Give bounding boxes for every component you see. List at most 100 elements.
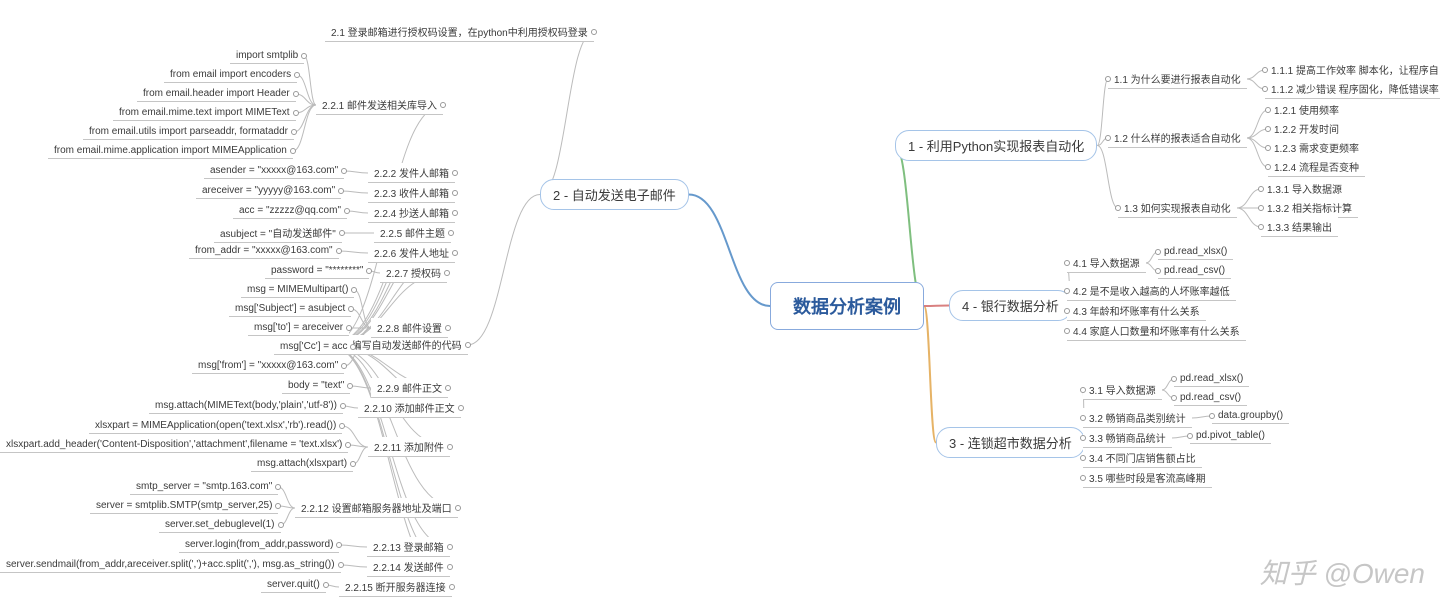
leaf-b2_2_11[interactable]: 2.2.11 添加附件 — [368, 437, 450, 457]
leaf-c_2_2_1_2[interactable]: from email import encoders — [164, 67, 297, 83]
leaf-b2_2_14[interactable]: 2.2.14 发送邮件 — [367, 557, 450, 577]
leaf-b2_2_15[interactable]: 2.2.15 断开服务器连接 — [339, 577, 452, 597]
connector-dot — [458, 405, 464, 411]
leaf-c_2_2_12_1[interactable]: smtp_server = "smtp.163.com" — [130, 479, 278, 495]
connector-dot — [1262, 67, 1268, 73]
leaf-b2_2_13[interactable]: 2.2.13 登录邮箱 — [367, 537, 450, 557]
connector-dot — [455, 505, 461, 511]
leaf-c_2_2_5[interactable]: asubject = "自动发送邮件" — [214, 223, 342, 243]
leaf-c_2_2_12_2[interactable]: server = smtplib.SMTP(smtp_server,25) — [90, 498, 278, 514]
leaf-b2_2_5[interactable]: 2.2.5 邮件主题 — [374, 223, 451, 243]
leaf-c_2_2_13[interactable]: server.login(from_addr,password) — [179, 537, 339, 553]
leaf-c_2_2_7[interactable]: password = "********" — [265, 263, 369, 279]
leaf-b1_1[interactable]: 1.1 为什么要进行报表自动化 — [1108, 69, 1247, 89]
leaf-c_2_2_1_5[interactable]: from email.utils import parseaddr, forma… — [83, 124, 294, 140]
leaf-c_2_2_9[interactable]: body = "text" — [282, 378, 350, 394]
leaf-c_2_2_8_4[interactable]: msg['Cc'] = acc — [274, 339, 353, 355]
leaf-b4_3[interactable]: 4.3 年龄和坏账率有什么关系 — [1067, 301, 1206, 321]
connector-dot — [448, 230, 454, 236]
leaf-b1_3_3[interactable]: 1.3.3 结果输出 — [1261, 217, 1338, 237]
branch-b2[interactable]: 2 - 自动发送电子邮件 — [540, 179, 689, 210]
leaf-c_2_2_8_3[interactable]: msg['to'] = areceiver — [248, 320, 349, 336]
leaf-b3_1_2[interactable]: pd.read_csv() — [1174, 390, 1247, 406]
connector-dot — [339, 423, 345, 429]
leaf-c_2_2_1_3[interactable]: from email.header import Header — [137, 86, 296, 102]
leaf-b4_1[interactable]: 4.1 导入数据源 — [1067, 253, 1146, 273]
leaf-c_3_3[interactable]: pd.pivot_table() — [1190, 428, 1271, 444]
connector-dot — [1209, 413, 1215, 419]
leaf-c_2_2_11_1[interactable]: xlsxpart = MIMEApplication(open('text.xl… — [89, 418, 342, 434]
leaf-c_2_2_11_2[interactable]: xlsxpart.add_header('Content-Disposition… — [0, 437, 348, 453]
leaf-c_2_2_10[interactable]: msg.attach(MIMEText(body,'plain','utf-8'… — [149, 398, 343, 414]
connector-dot — [1187, 433, 1193, 439]
leaf-b1_3[interactable]: 1.3 如何实现报表自动化 — [1118, 198, 1237, 218]
leaf-b4_1_2[interactable]: pd.read_csv() — [1158, 263, 1231, 279]
branch-b4[interactable]: 4 - 银行数据分析 — [949, 290, 1072, 321]
leaf-b2_2_1[interactable]: 2.2.1 邮件发送相关库导入 — [316, 95, 443, 115]
leaf-b3_1_1[interactable]: pd.read_xlsx() — [1174, 371, 1249, 387]
leaf-b4_4[interactable]: 4.4 家庭人口数量和坏账率有什么关系 — [1067, 321, 1246, 341]
leaf-c_2_2_3[interactable]: areceiver = "yyyyy@163.com" — [196, 183, 341, 199]
branch-b3[interactable]: 3 - 连锁超市数据分析 — [936, 427, 1085, 458]
connector-dot — [452, 250, 458, 256]
connector-dot — [345, 442, 351, 448]
leaf-c_2_2_2[interactable]: asender = "xxxxx@163.com" — [204, 163, 344, 179]
connector-dot — [275, 503, 281, 509]
leaf-b4_2[interactable]: 4.2 是不是收入越高的人坏账率越低 — [1067, 281, 1236, 301]
leaf-b1_3_1[interactable]: 1.3.1 导入数据源 — [1261, 179, 1348, 199]
branch-b1[interactable]: 1 - 利用Python实现报表自动化 — [895, 130, 1097, 161]
leaf-b2_2_10[interactable]: 2.2.10 添加邮件正文 — [358, 398, 461, 418]
leaf-b2_2_4[interactable]: 2.2.4 抄送人邮箱 — [368, 203, 455, 223]
leaf-b4_1_1[interactable]: pd.read_xlsx() — [1158, 244, 1233, 260]
connector-dot — [338, 188, 344, 194]
leaf-c_2_2_11_3[interactable]: msg.attach(xlsxpart) — [251, 456, 353, 472]
leaf-b2_2_6[interactable]: 2.2.6 发件人地址 — [368, 243, 455, 263]
leaf-b1_2[interactable]: 1.2 什么样的报表适合自动化 — [1108, 128, 1247, 148]
connector-dot — [344, 208, 350, 214]
leaf-b3_1[interactable]: 3.1 导入数据源 — [1083, 380, 1162, 400]
connector-dot — [1265, 126, 1271, 132]
leaf-b2_2_7[interactable]: 2.2.7 授权码 — [380, 263, 447, 283]
leaf-c_2_2_8_1[interactable]: msg = MIMEMultipart() — [241, 282, 354, 298]
connector-dot — [1105, 135, 1111, 141]
leaf-b3_2[interactable]: 3.2 畅销商品类别统计 — [1083, 408, 1192, 428]
connector-dot — [445, 385, 451, 391]
center-node[interactable]: 数据分析案例 — [770, 282, 924, 330]
leaf-b2_2_2[interactable]: 2.2.2 发件人邮箱 — [368, 163, 455, 183]
leaf-c_2_2_14[interactable]: server.sendmail(from_addr,areceiver.spli… — [0, 557, 341, 573]
leaf-b1_2_4[interactable]: 1.2.4 流程是否变种 — [1268, 157, 1365, 177]
connector-dot — [347, 383, 353, 389]
leaf-b1_1_2[interactable]: 1.1.2 减少错误 程序固化，降低错误率 — [1265, 79, 1440, 99]
leaf-c_2_2_1_1[interactable]: import smtplib — [230, 48, 304, 64]
connector-dot — [339, 230, 345, 236]
leaf-b2_2_9[interactable]: 2.2.9 邮件正文 — [371, 378, 448, 398]
leaf-b1_2_1[interactable]: 1.2.1 使用频率 — [1268, 100, 1345, 120]
leaf-c_2_2_4[interactable]: acc = "zzzzz@qq.com" — [233, 203, 347, 219]
leaf-b1_3_2[interactable]: 1.3.2 相关指标计算 — [1261, 198, 1358, 218]
connector-dot — [1258, 205, 1264, 211]
leaf-b3_5[interactable]: 3.5 哪些时段是客流高峰期 — [1083, 468, 1212, 488]
leaf-c_2_2_6[interactable]: from_addr = "xxxxx@163.com" — [189, 243, 339, 259]
leaf-b3_3[interactable]: 3.3 畅销商品统计 — [1083, 428, 1172, 448]
connector-dot — [1265, 145, 1271, 151]
leaf-c_2_2_8_5[interactable]: msg['from'] = "xxxxx@163.com" — [192, 358, 344, 374]
leaf-b2_2_3[interactable]: 2.2.3 收件人邮箱 — [368, 183, 455, 203]
watermark: 知乎 @Owen — [1260, 552, 1425, 592]
leaf-b3_4[interactable]: 3.4 不同门店销售额占比 — [1083, 448, 1202, 468]
leaf-c_2_2_8_2[interactable]: msg['Subject'] = asubject — [229, 301, 351, 317]
leaf-b1_2_2[interactable]: 1.2.2 开发时间 — [1268, 119, 1345, 139]
connector-dot — [449, 584, 455, 590]
connector-dot — [1265, 107, 1271, 113]
leaf-c_2_2_1_4[interactable]: from email.mime.text import MIMEText — [113, 105, 296, 121]
leaf-b1_1_1[interactable]: 1.1.1 提高工作效率 脚本化，让程序自己去做 — [1265, 60, 1440, 80]
leaf-c_2_2_12_3[interactable]: server.set_debuglevel(1) — [159, 517, 281, 533]
connector-dot — [1258, 186, 1264, 192]
leaf-c_3_2[interactable]: data.groupby() — [1212, 408, 1289, 424]
leaf-b1_2_3[interactable]: 1.2.3 需求变更频率 — [1268, 138, 1365, 158]
leaf-b2_1[interactable]: 2.1 登录邮箱进行授权码设置，在python中利用授权码登录 — [325, 22, 594, 42]
leaf-b2_2_8[interactable]: 2.2.8 邮件设置 — [371, 318, 448, 338]
connector-dot — [1115, 205, 1121, 211]
leaf-c_2_2_15[interactable]: server.quit() — [261, 577, 326, 593]
leaf-b2_2_12[interactable]: 2.2.12 设置邮箱服务器地址及端口 — [295, 498, 458, 518]
leaf-c_2_2_1_6[interactable]: from email.mime.application import MIMEA… — [48, 143, 293, 159]
